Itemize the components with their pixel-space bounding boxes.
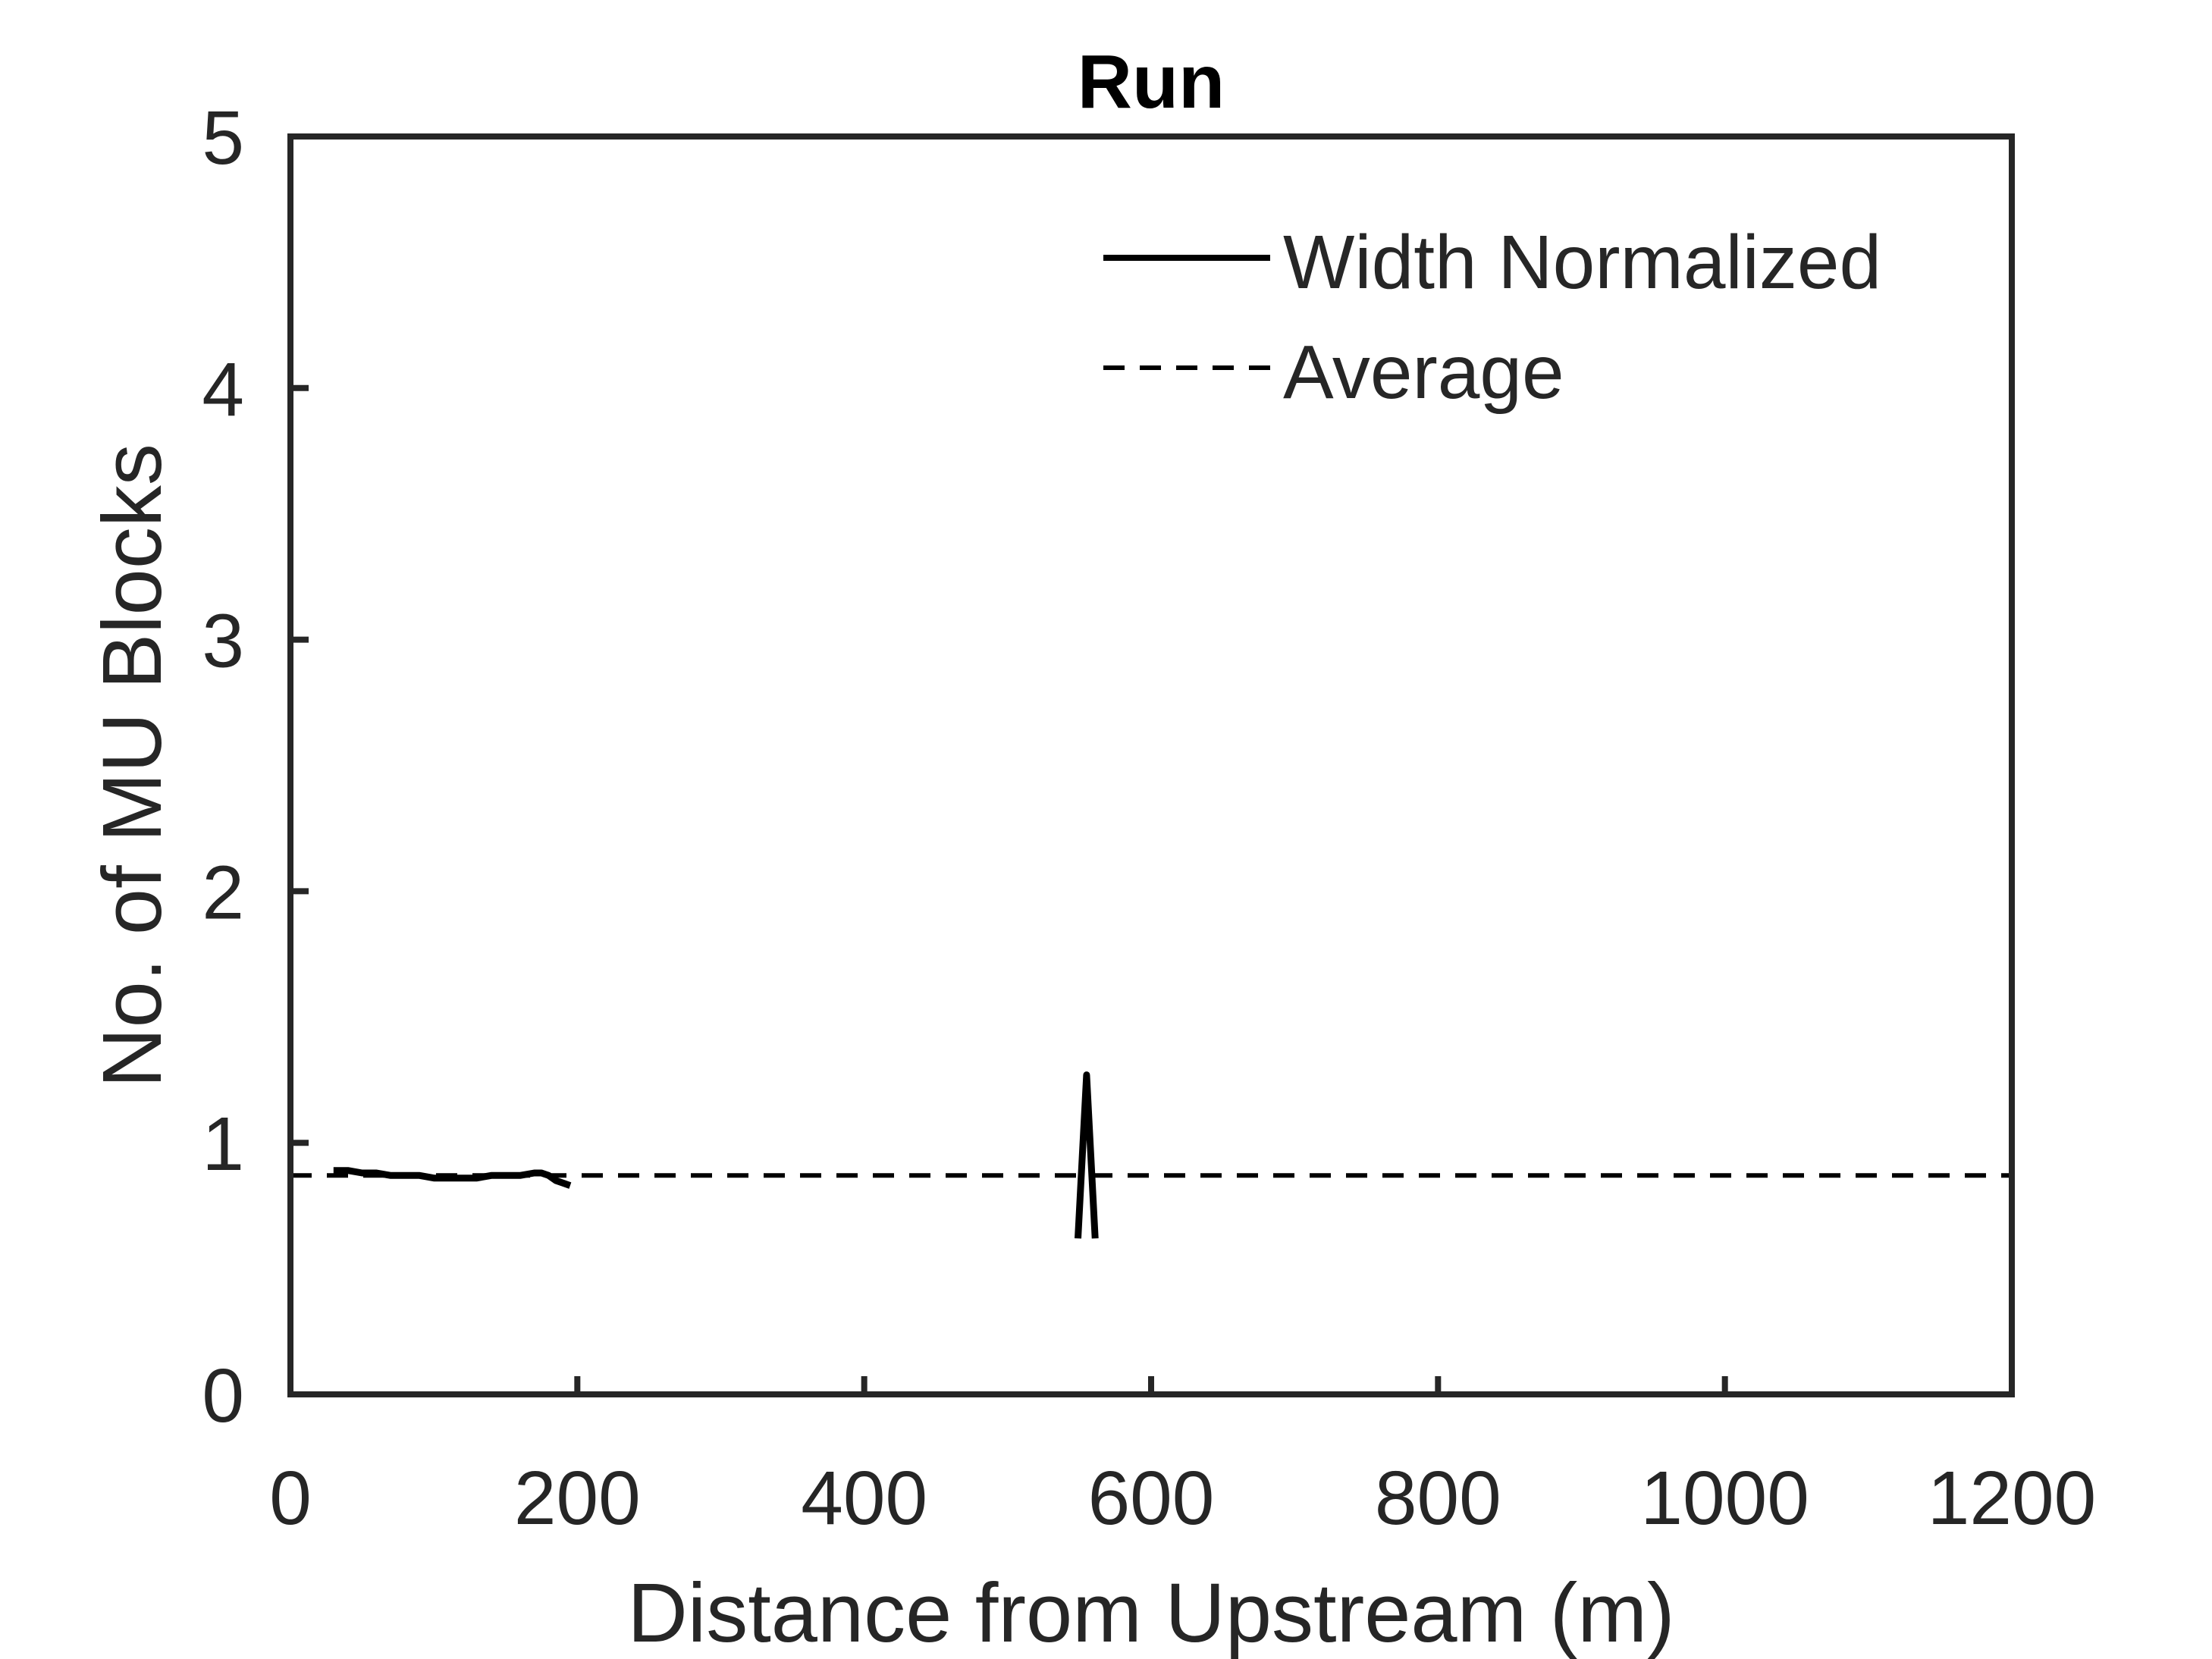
x-tick-label: 200	[514, 1456, 641, 1541]
legend: Width Normalized Average	[1103, 220, 1881, 415]
tick-layer: 0 200 400 600 800 1000 1200 0 1 2 3 4 5	[202, 96, 2096, 1541]
chart-title: Run	[1078, 39, 1225, 124]
x-tick-label: 600	[1088, 1456, 1215, 1541]
x-tick-label: 1200	[1928, 1456, 2096, 1541]
y-tick-label: 5	[202, 96, 244, 180]
y-tick-label: 4	[202, 347, 244, 432]
x-tick-label: 400	[801, 1456, 927, 1541]
y-tick-label: 2	[202, 850, 244, 935]
series-line-width-normalized-1	[1075, 1071, 1099, 1239]
legend-label-average: Average	[1283, 330, 1564, 415]
x-axis-label: Distance from Upstream (m)	[627, 1566, 1674, 1659]
series-line-width-normalized-0	[333, 1167, 572, 1189]
y-tick-label: 0	[202, 1353, 244, 1438]
x-tick-label: 800	[1375, 1456, 1501, 1541]
y-tick-label: 1	[202, 1102, 244, 1187]
y-axis-label: No. of MU Blocks	[86, 444, 179, 1088]
y-tick-label: 3	[202, 599, 244, 684]
x-tick-label: 1000	[1640, 1456, 1809, 1541]
plot-frame	[287, 133, 2015, 1397]
series-layer	[290, 1071, 2012, 1239]
x-tick-label: 0	[269, 1456, 312, 1541]
legend-label-width-normalized: Width Normalized	[1283, 220, 1881, 305]
